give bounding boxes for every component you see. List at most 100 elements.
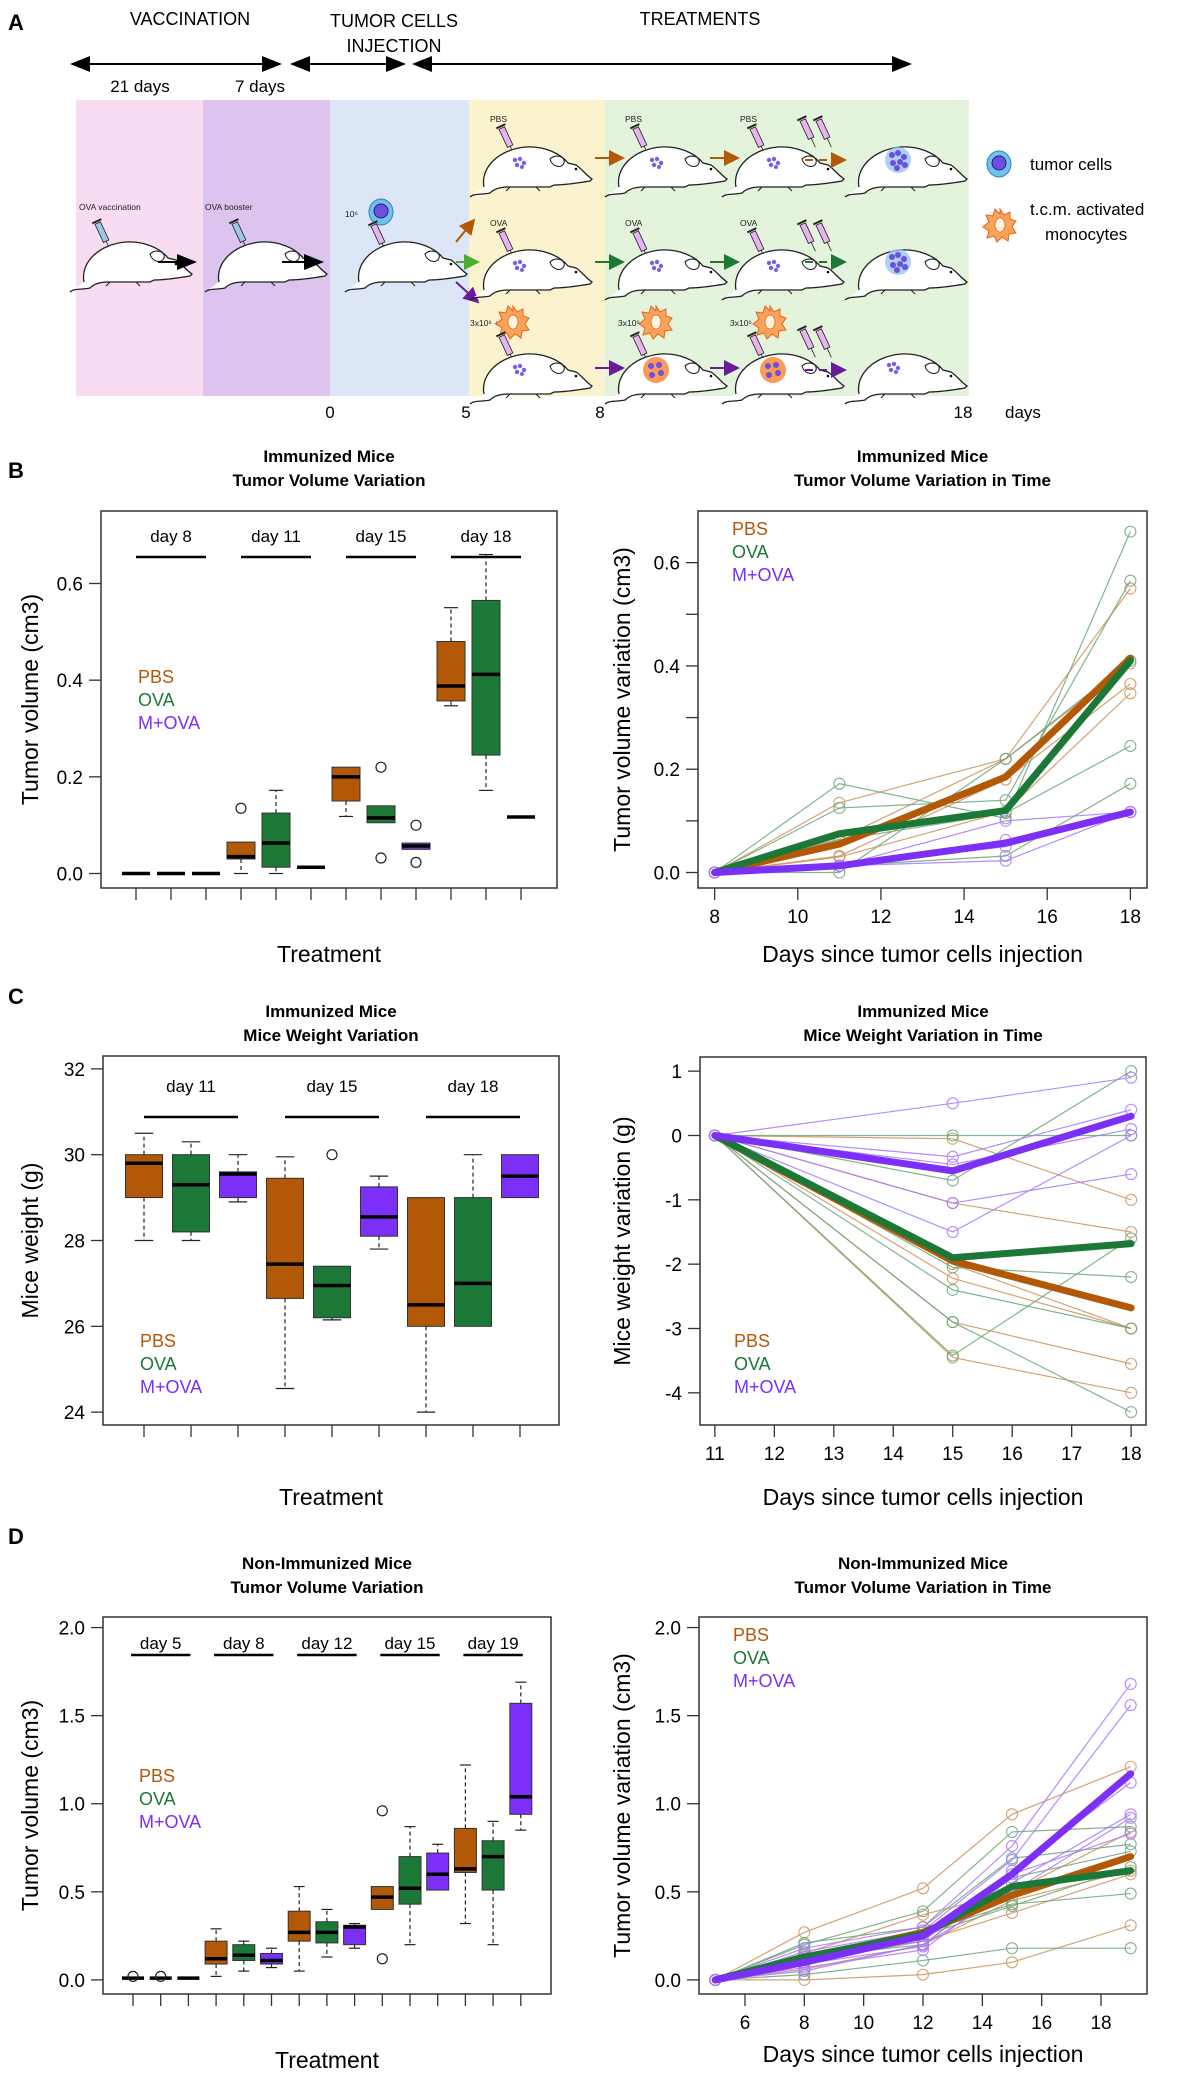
box-iqr — [219, 1171, 257, 1199]
data-point — [1005, 1942, 1019, 1955]
chart-title-line1: Non-Immunized Mice — [242, 1554, 412, 1573]
x-tick-label: 16 — [1002, 1444, 1023, 1465]
y-axis-label: Tumor volume (cm3) — [17, 1700, 43, 1911]
box-iqr — [481, 1840, 505, 1891]
data-point — [1005, 1899, 1019, 1912]
box-m-ova — [426, 1843, 450, 1891]
x-axis-label: Treatment — [275, 2047, 380, 2073]
row-ova-label-1: OVA — [490, 218, 508, 228]
outlier-point — [375, 852, 387, 864]
series-line — [715, 1924, 1131, 1981]
day-unit-label: days — [1005, 403, 1041, 422]
data-point — [1124, 582, 1137, 595]
phase-bg-treatment-start — [469, 100, 605, 396]
data-point — [1124, 1808, 1137, 1821]
box-ova — [471, 553, 501, 791]
tumor-large-icon — [885, 249, 911, 275]
x-tick-label: 13 — [823, 1444, 844, 1465]
data-point — [1125, 1357, 1138, 1370]
box-pbs — [266, 1156, 304, 1390]
duration-21-days: 21 days — [110, 77, 170, 96]
day-group-label: day 11 — [166, 1077, 216, 1096]
box-iqr — [287, 1910, 311, 1942]
series-line — [714, 1135, 1132, 1357]
outlier-point — [376, 1953, 388, 1965]
series-mean-m-ova — [711, 1770, 1135, 1984]
legend-item-pbs: PBS — [732, 519, 768, 539]
label-ova-vaccination-text: OVA vaccination — [79, 202, 141, 212]
data-point — [1124, 739, 1137, 753]
y-tick-label: 1.0 — [59, 1795, 85, 1816]
x-tick-label: 6 — [740, 2013, 751, 2034]
y-axis-label: Mice weight (g) — [17, 1163, 43, 1319]
data-point — [1125, 1065, 1138, 1078]
box-iqr — [366, 805, 396, 824]
panel-label-d: D — [8, 1524, 24, 1549]
box-iqr — [454, 1197, 492, 1327]
x-tick-label: 14 — [954, 907, 976, 928]
box-iqr — [471, 599, 501, 756]
data-point — [1124, 687, 1137, 700]
x-tick-label: 10 — [853, 2013, 874, 2034]
x-tick-label: 18 — [1121, 1444, 1142, 1465]
box-m-ova — [401, 819, 431, 868]
row-m-ova-label-1: 3x10⁶ + OVA — [470, 318, 519, 328]
legend-item-m-ova: M+OVA — [140, 1377, 202, 1397]
y-axis-label: Tumor volume (cm3) — [17, 594, 43, 805]
box-m-ova — [343, 1922, 367, 1949]
row-ova-label-3: OVA — [740, 218, 758, 228]
box-m-ova — [509, 1681, 533, 1831]
y-axis-label: Tumor volume variation (cm3) — [609, 1653, 635, 1958]
data-point — [1124, 677, 1137, 691]
series-line — [714, 683, 1131, 874]
box-pbs — [125, 1132, 163, 1242]
chart-title-line2: Mice Weight Variation in Time — [803, 1026, 1042, 1045]
data-point — [946, 1225, 959, 1239]
y-tick-label: 0.5 — [59, 1883, 85, 1904]
day-group-label: day 11 — [251, 527, 301, 546]
box-pbs — [287, 1885, 311, 1972]
legend-tumor-cells: tumor cells — [1030, 155, 1112, 174]
series-line — [714, 1135, 1132, 1413]
legend-item-pbs: PBS — [139, 1766, 175, 1786]
chart-title-line2: Tumor Volume Variation in Time — [795, 1578, 1052, 1597]
box-iqr — [453, 1827, 477, 1873]
legend-item-ova: OVA — [734, 1354, 771, 1374]
x-tick-label: 14 — [972, 2013, 994, 2034]
chart-title-line1: Immunized Mice — [263, 447, 394, 466]
data-point — [1005, 1839, 1019, 1853]
data-point — [1005, 1808, 1019, 1821]
data-point — [1124, 1699, 1137, 1712]
plot-frame — [100, 510, 558, 889]
box-ova — [481, 1820, 505, 1946]
row-pbs-label-2: PBS — [625, 114, 642, 124]
data-point — [833, 777, 846, 790]
box-pbs — [453, 1764, 477, 1925]
box-iqr — [398, 1856, 422, 1905]
day-group-label: day 15 — [384, 1634, 435, 1653]
series-line — [714, 1109, 1132, 1158]
x-axis-label: Treatment — [277, 941, 382, 967]
legend-item-ova: OVA — [138, 690, 175, 710]
series-line — [714, 1076, 1132, 1137]
y-tick-label: 1.5 — [655, 1707, 681, 1728]
data-point — [1125, 1406, 1138, 1419]
series-individual-m-ova — [709, 1699, 1137, 1986]
box-ova — [313, 1149, 351, 1321]
y-tick-label: 0.0 — [654, 864, 680, 885]
chart-c-left: Immunized Mice Mice Weight Variation 24 26 2… — [17, 1002, 560, 1510]
series-mean-ova — [711, 657, 1134, 877]
data-point — [1125, 1322, 1138, 1335]
outlier-point — [376, 1805, 388, 1817]
data-point — [1124, 1919, 1137, 1932]
y-tick-label: 24 — [64, 1403, 86, 1424]
data-point — [999, 752, 1012, 765]
outlier-point — [235, 802, 247, 814]
box-iqr — [204, 1940, 228, 1965]
x-tick-label: 8 — [709, 907, 720, 928]
y-axis-label: Mice weight variation (g) — [609, 1116, 635, 1365]
box-iqr — [313, 1265, 351, 1319]
legend-item-ova: OVA — [139, 1789, 176, 1809]
x-tick-label: 10 — [787, 907, 808, 928]
series-individual-ova — [708, 1129, 1138, 1284]
